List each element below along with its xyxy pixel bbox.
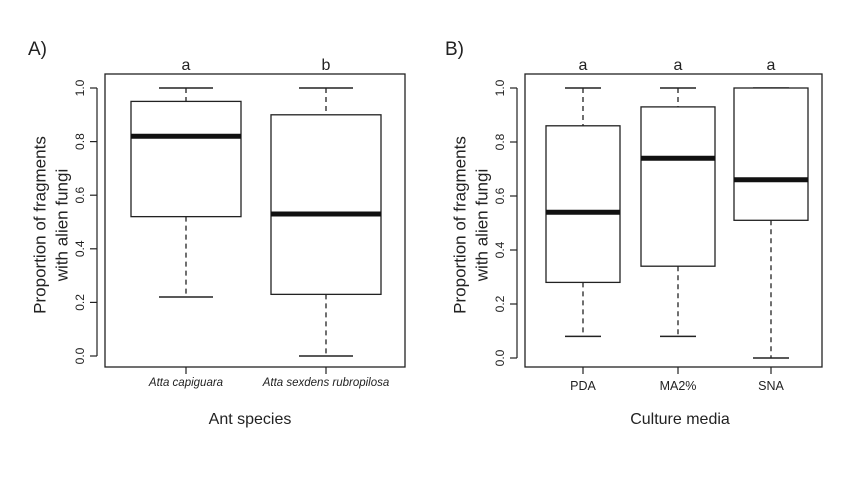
significance-letter: a bbox=[674, 57, 683, 74]
y-tick-label: 0.6 bbox=[493, 187, 507, 204]
x-category-label: Atta sexdens rubropilosa bbox=[262, 377, 390, 389]
significance-letter: a bbox=[767, 57, 776, 74]
y-tick-label: 0.0 bbox=[73, 347, 87, 364]
x-axis-label: Ant species bbox=[209, 411, 292, 428]
y-tick-label: 0.2 bbox=[493, 295, 507, 312]
y-tick-label: 0.6 bbox=[73, 187, 87, 204]
y-axis-label: with alien fungi bbox=[53, 169, 72, 282]
y-tick-label: 0.0 bbox=[493, 349, 507, 366]
iqr-box bbox=[270, 114, 382, 296]
y-tick-label: 1.0 bbox=[493, 79, 507, 96]
y-tick-label: 0.8 bbox=[493, 133, 507, 150]
y-axis-label: Proportion of fragments bbox=[451, 136, 470, 314]
panel-label: B) bbox=[445, 39, 464, 60]
x-axis-label: Culture media bbox=[630, 411, 730, 428]
x-category-label: PDA bbox=[570, 379, 596, 393]
iqr-box bbox=[130, 100, 242, 218]
iqr-box bbox=[545, 125, 621, 284]
y-tick-label: 0.8 bbox=[73, 133, 87, 150]
y-tick-label: 0.4 bbox=[73, 240, 87, 257]
plot-frame bbox=[524, 73, 823, 368]
iqr-box bbox=[640, 106, 716, 267]
y-tick-label: 1.0 bbox=[73, 79, 87, 96]
significance-letter: a bbox=[579, 57, 588, 74]
plot-frame bbox=[104, 73, 406, 368]
x-category-label: MA2% bbox=[660, 379, 697, 393]
y-axis-label: with alien fungi bbox=[473, 169, 492, 282]
y-tick-label: 0.2 bbox=[73, 294, 87, 311]
iqr-box bbox=[733, 87, 809, 221]
y-tick-label: 0.4 bbox=[493, 241, 507, 258]
significance-letter: a bbox=[182, 57, 191, 74]
y-axis-label: Proportion of fragments bbox=[31, 136, 50, 314]
significance-letter: b bbox=[322, 57, 331, 74]
x-category-label: Atta capiguara bbox=[148, 377, 223, 389]
panel-label: A) bbox=[28, 39, 47, 60]
x-category-label: SNA bbox=[758, 379, 784, 393]
